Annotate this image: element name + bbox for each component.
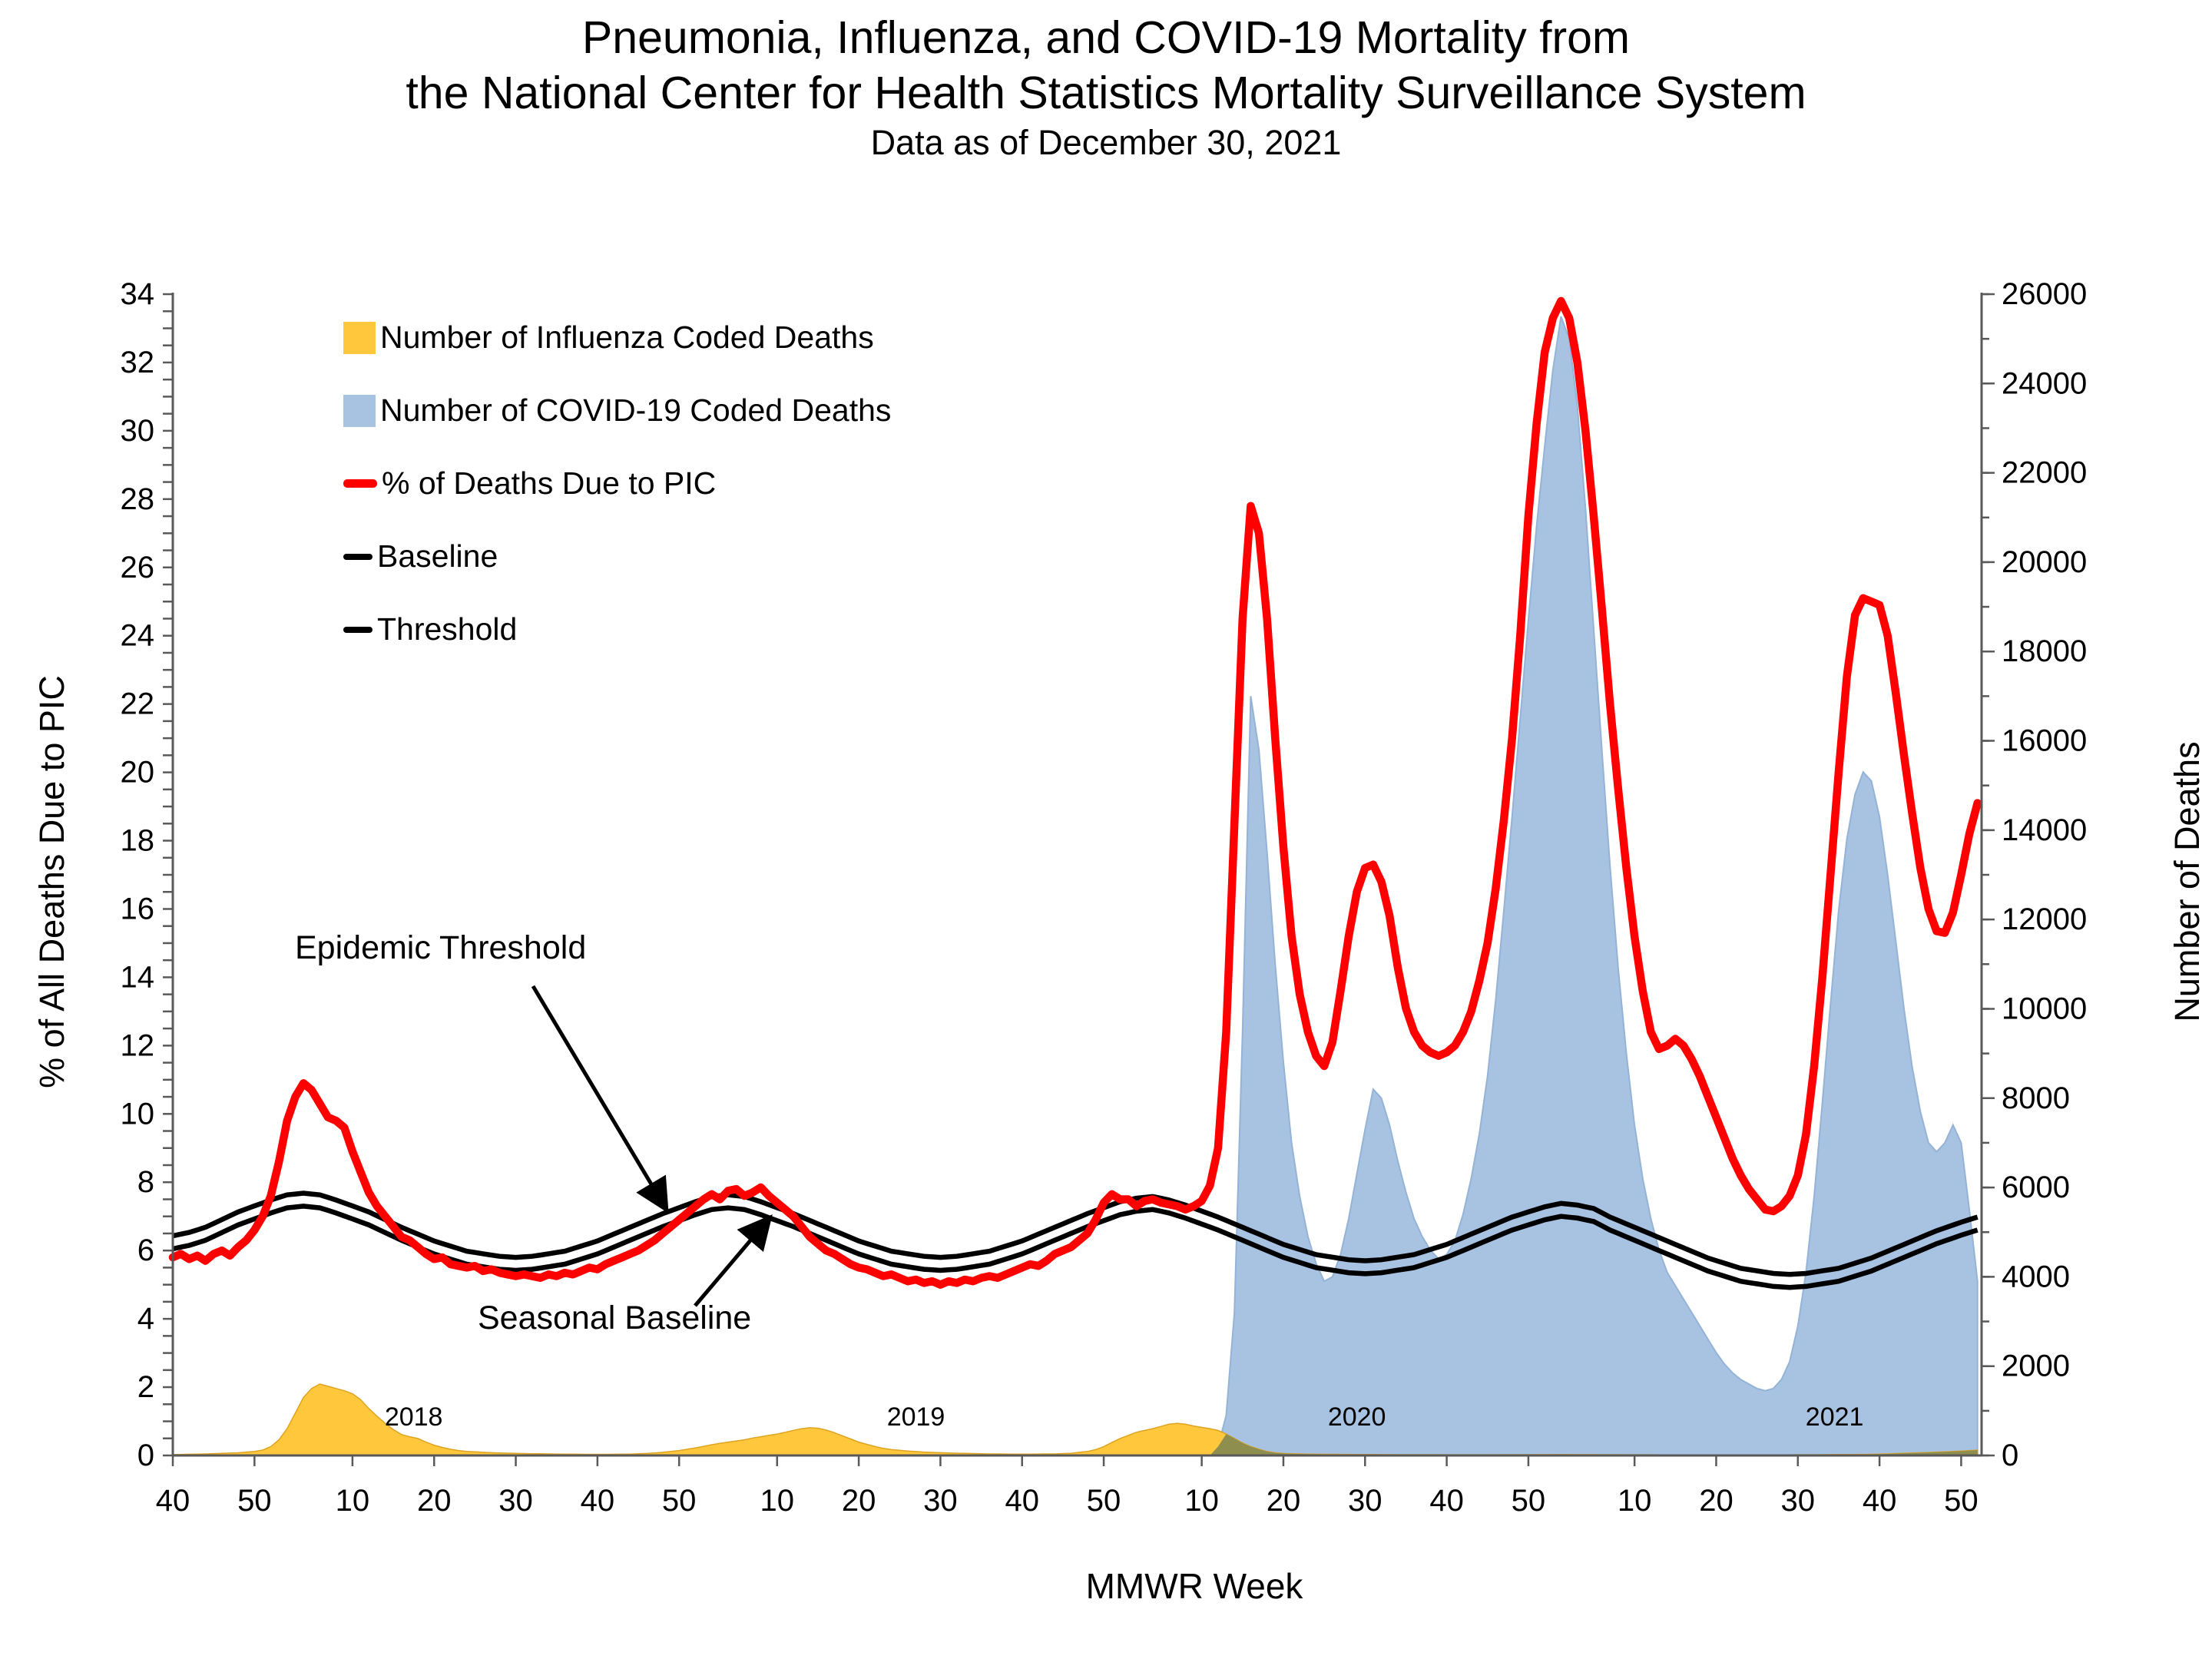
svg-text:20: 20	[121, 756, 155, 790]
year-labels: 2018 2019 2020 2021	[385, 1402, 1864, 1432]
svg-text:30: 30	[121, 414, 155, 448]
chart-subtitle: Data as of December 30, 2021	[870, 122, 1342, 162]
svg-text:10000: 10000	[2002, 992, 2087, 1025]
svg-text:26: 26	[121, 551, 155, 584]
svg-text:50: 50	[1087, 1484, 1121, 1518]
legend-label-2: % of Deaths Due to PIC	[382, 465, 717, 501]
legend-swatch-3	[343, 553, 373, 560]
svg-text:22: 22	[121, 687, 155, 721]
svg-text:24: 24	[121, 619, 155, 653]
svg-text:8: 8	[137, 1165, 154, 1199]
arrow-to-threshold	[531, 985, 669, 1214]
legend-label-0: Number of Influenza Coded Deaths	[380, 320, 874, 355]
svg-text:16: 16	[121, 892, 155, 926]
chart-title-block: Pneumonia, Influenza, and COVID-19 Morta…	[0, 11, 2212, 163]
svg-text:2: 2	[137, 1370, 154, 1404]
svg-text:6000: 6000	[2002, 1171, 2070, 1204]
svg-text:40: 40	[1863, 1484, 1897, 1518]
svg-text:32: 32	[121, 346, 155, 379]
svg-text:10: 10	[1184, 1484, 1219, 1518]
svg-text:20: 20	[417, 1484, 452, 1518]
svg-text:10: 10	[760, 1484, 795, 1518]
svg-text:40: 40	[581, 1484, 615, 1518]
legend-swatch-0	[343, 321, 376, 354]
svg-text:20: 20	[1267, 1484, 1301, 1518]
svg-text:12: 12	[121, 1028, 155, 1062]
svg-text:30: 30	[498, 1484, 533, 1518]
svg-text:0: 0	[2002, 1439, 2018, 1472]
svg-text:50: 50	[237, 1484, 272, 1518]
svg-text:18: 18	[121, 824, 155, 858]
svg-text:30: 30	[923, 1484, 958, 1518]
svg-text:10: 10	[121, 1097, 155, 1131]
legend-item-2: % of Deaths Due to PIC	[343, 447, 891, 520]
svg-text:20: 20	[1699, 1484, 1734, 1518]
legend-swatch-2	[343, 479, 377, 488]
year-label-2019: 2019	[887, 1402, 945, 1432]
legend-swatch-1	[343, 394, 376, 427]
year-label-2020: 2020	[1328, 1402, 1386, 1432]
svg-text:4: 4	[137, 1302, 154, 1336]
svg-text:30: 30	[1348, 1484, 1382, 1518]
svg-text:50: 50	[662, 1484, 697, 1518]
svg-text:26000: 26000	[2002, 277, 2087, 311]
svg-text:50: 50	[1944, 1484, 1979, 1518]
covid-area	[1208, 316, 1979, 1456]
svg-text:20000: 20000	[2002, 545, 2087, 579]
legend-label-4: Threshold	[377, 611, 518, 647]
svg-text:22000: 22000	[2002, 456, 2087, 490]
svg-text:40: 40	[156, 1484, 190, 1518]
legend-swatch-4	[343, 626, 373, 633]
annotation-seasonal-baseline: Seasonal Baseline	[478, 1300, 752, 1336]
svg-text:50: 50	[1512, 1484, 1546, 1518]
series-lines	[168, 296, 1982, 1290]
svg-text:20: 20	[842, 1484, 876, 1518]
svg-text:4000: 4000	[2002, 1260, 2070, 1293]
svg-text:10: 10	[1618, 1484, 1652, 1518]
svg-text:14000: 14000	[2002, 813, 2087, 847]
pic-percent-line	[168, 296, 1982, 1289]
svg-text:14: 14	[121, 960, 155, 994]
annotation-arrows	[531, 985, 773, 1307]
svg-text:0: 0	[137, 1439, 154, 1472]
svg-text:34: 34	[121, 277, 155, 311]
x-axis-title: MMWR Week	[1085, 1566, 1303, 1606]
chart-title-line1: Pneumonia, Influenza, and COVID-19 Morta…	[581, 12, 1631, 63]
svg-text:2000: 2000	[2002, 1349, 2070, 1383]
svg-text:24000: 24000	[2002, 366, 2087, 400]
year-label-2021: 2021	[1806, 1402, 1864, 1432]
axis-tick-labels: 0246810121416182022242628303234020004000…	[121, 277, 2088, 1518]
legend-item-4: Threshold	[343, 593, 891, 666]
svg-text:16000: 16000	[2002, 724, 2087, 758]
chart-title-line2: the National Center for Health Statistic…	[406, 67, 1806, 118]
year-label-2018: 2018	[385, 1402, 443, 1432]
legend-label-3: Baseline	[377, 538, 498, 574]
svg-text:40: 40	[1005, 1484, 1039, 1518]
svg-text:28: 28	[121, 482, 155, 516]
svg-text:8000: 8000	[2002, 1081, 2070, 1115]
svg-text:10: 10	[336, 1484, 370, 1518]
svg-text:30: 30	[1781, 1484, 1816, 1518]
svg-text:40: 40	[1429, 1484, 1464, 1518]
svg-text:6: 6	[137, 1233, 154, 1267]
annotation-epidemic-threshold: Epidemic Threshold	[295, 929, 587, 966]
axes	[163, 293, 1995, 1466]
legend-item-0: Number of Influenza Coded Deaths	[343, 301, 891, 374]
series-areas	[172, 316, 1979, 1456]
legend: Number of Influenza Coded Deaths Number o…	[343, 301, 891, 666]
svg-text:18000: 18000	[2002, 634, 2087, 668]
svg-text:12000: 12000	[2002, 902, 2087, 936]
legend-item-3: Baseline	[343, 520, 891, 593]
legend-label-1: Number of COVID-19 Coded Deaths	[380, 392, 892, 428]
arrow-to-baseline	[694, 1214, 773, 1307]
legend-item-1: Number of COVID-19 Coded Deaths	[343, 374, 891, 447]
threshold-line	[172, 1190, 1979, 1277]
